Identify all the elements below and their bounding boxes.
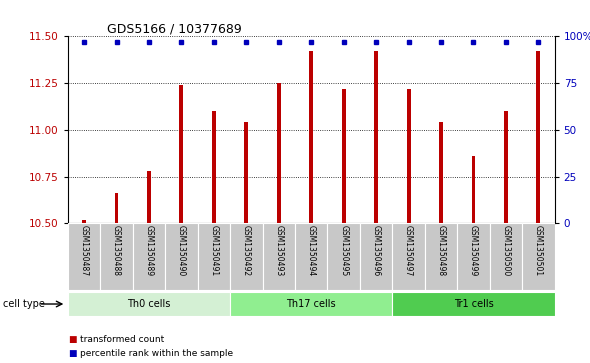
Bar <box>198 223 230 290</box>
Bar <box>425 223 457 290</box>
Bar <box>179 85 183 223</box>
Text: transformed count: transformed count <box>80 335 164 344</box>
Text: ■: ■ <box>68 350 76 358</box>
Bar <box>82 220 86 223</box>
Text: GDS5166 / 10377689: GDS5166 / 10377689 <box>107 22 241 35</box>
Bar <box>244 122 248 223</box>
Bar <box>392 223 425 290</box>
Bar <box>407 89 411 223</box>
Text: GSM1350487: GSM1350487 <box>80 225 88 276</box>
Text: GSM1350498: GSM1350498 <box>437 225 445 276</box>
Bar <box>263 223 295 290</box>
Bar <box>100 223 133 290</box>
Bar <box>490 223 522 290</box>
Text: GSM1350490: GSM1350490 <box>177 225 186 277</box>
Text: cell type: cell type <box>3 299 45 309</box>
Text: Th17 cells: Th17 cells <box>286 299 336 309</box>
Text: GSM1350492: GSM1350492 <box>242 225 251 276</box>
Text: Tr1 cells: Tr1 cells <box>454 299 493 309</box>
Bar <box>504 111 508 223</box>
Text: GSM1350496: GSM1350496 <box>372 225 381 277</box>
Bar <box>327 223 360 290</box>
Text: ■: ■ <box>68 335 76 344</box>
Bar <box>147 171 151 223</box>
Text: GSM1350495: GSM1350495 <box>339 225 348 277</box>
Text: GSM1350497: GSM1350497 <box>404 225 413 277</box>
Text: GSM1350499: GSM1350499 <box>469 225 478 277</box>
Bar <box>309 51 313 223</box>
Bar <box>230 292 392 316</box>
Bar <box>68 223 100 290</box>
Bar <box>360 223 392 290</box>
Text: GSM1350493: GSM1350493 <box>274 225 283 277</box>
Bar <box>374 51 378 223</box>
Text: GSM1350500: GSM1350500 <box>502 225 510 277</box>
Bar <box>133 223 165 290</box>
Bar <box>114 193 119 223</box>
Text: GSM1350488: GSM1350488 <box>112 225 121 276</box>
Bar <box>471 156 476 223</box>
Text: Th0 cells: Th0 cells <box>127 299 171 309</box>
Text: GSM1350489: GSM1350489 <box>145 225 153 276</box>
Bar <box>536 51 540 223</box>
Text: GSM1350501: GSM1350501 <box>534 225 543 276</box>
Bar <box>457 223 490 290</box>
Bar <box>295 223 327 290</box>
Bar <box>165 223 198 290</box>
Text: percentile rank within the sample: percentile rank within the sample <box>80 350 233 358</box>
Text: GSM1350491: GSM1350491 <box>209 225 218 276</box>
Text: GSM1350494: GSM1350494 <box>307 225 316 277</box>
Bar <box>68 292 230 316</box>
Bar <box>230 223 263 290</box>
Bar <box>439 122 443 223</box>
Bar <box>392 292 555 316</box>
Bar <box>212 111 216 223</box>
Bar <box>277 83 281 223</box>
Bar <box>342 89 346 223</box>
Bar <box>522 223 555 290</box>
